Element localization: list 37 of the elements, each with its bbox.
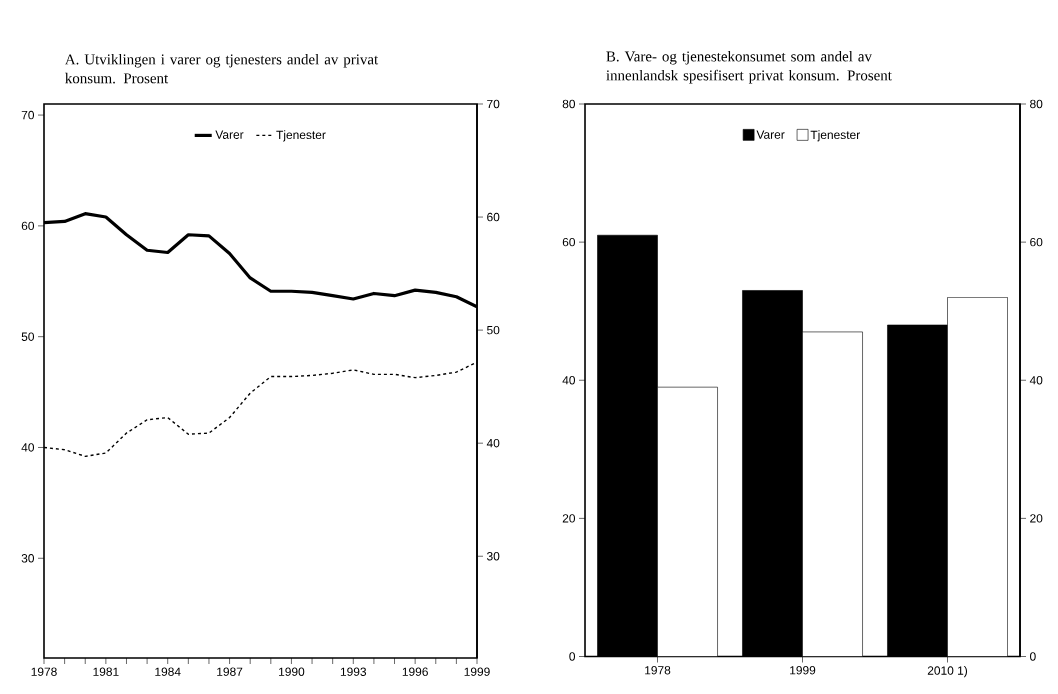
- x-tick-label: 1999: [464, 667, 490, 676]
- y2-tick-label: 0: [1030, 652, 1036, 661]
- y-tick-label: 20: [562, 514, 576, 523]
- y-tick-label: 60: [21, 221, 35, 231]
- y-tick-label: 40: [562, 376, 576, 385]
- chart-title: B. Vare- og tjenestekonsumet som andel av innenlandsk spesifisert privat konsum. Prosent: [606, 50, 892, 84]
- legend-label: Tjenester: [810, 130, 860, 142]
- x-tick-label: 2010 1): [927, 666, 968, 678]
- y2-tick-label: 50: [487, 325, 500, 335]
- x-tick-label: 1993: [340, 667, 367, 676]
- y2-tick-label: 60: [1030, 237, 1043, 247]
- y-tick-label: 70: [21, 110, 35, 120]
- legend-label: Varer: [756, 130, 785, 139]
- y2-tick-label: 30: [486, 552, 500, 561]
- legend-label: Tjenester: [276, 130, 326, 142]
- y2-tick-label: 80: [1030, 99, 1043, 109]
- y-tick-label: 0: [569, 652, 576, 661]
- y2-tick-label: 20: [1030, 514, 1043, 523]
- y-tick-label: 60: [562, 237, 576, 247]
- y-tick-label: 30: [21, 554, 35, 563]
- chart-title: A. Utviklingen i varer og tjenesters andel av privat konsum. Prosent: [64, 53, 379, 84]
- y2-tick-label: 40: [1029, 376, 1043, 385]
- x-tick-label: 1996: [402, 667, 428, 676]
- y2-tick-label: 40: [486, 438, 500, 448]
- x-tick-label: 1999: [790, 666, 816, 675]
- x-tick-label: 1990: [279, 667, 305, 676]
- y2-tick-label: 60: [487, 212, 500, 222]
- x-tick-label: 1984: [155, 667, 181, 676]
- y2-tick-label: 70: [487, 99, 500, 109]
- legend-label: Varer: [215, 130, 244, 139]
- y-tick-label: 80: [562, 99, 576, 109]
- x-tick-label: 1978: [645, 666, 671, 675]
- x-tick-label: 1981: [93, 667, 119, 676]
- x-tick-label: 1978: [31, 667, 57, 676]
- y-tick-label: 40: [21, 443, 35, 452]
- y-tick-label: 50: [21, 332, 35, 341]
- x-tick-label: 1987: [217, 667, 243, 676]
